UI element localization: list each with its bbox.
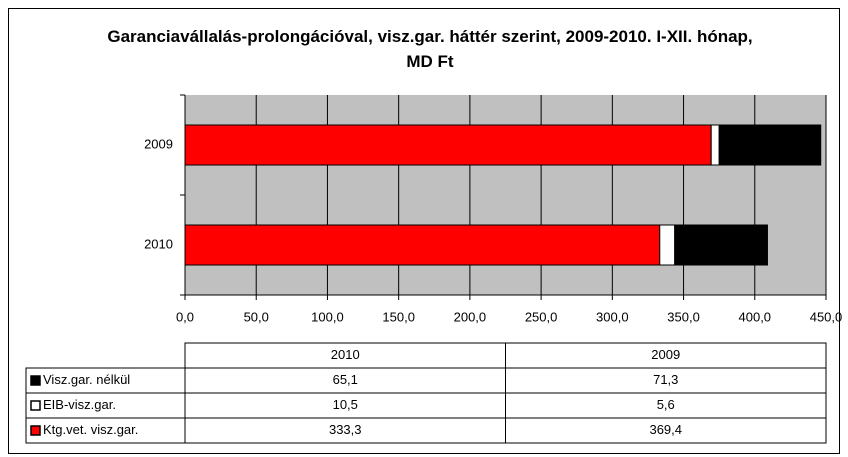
- bar: [674, 224, 768, 266]
- table-header-cell: 2009: [651, 347, 680, 362]
- bar: [718, 124, 822, 166]
- x-tick-label: 450,0: [810, 309, 843, 324]
- y-tick-label: 2010: [144, 236, 173, 251]
- table-cell: 65,1: [333, 372, 358, 387]
- bar: [710, 124, 720, 166]
- bar: [184, 224, 661, 266]
- legend-key: [30, 425, 41, 436]
- chart-title: Garanciavállalás-prolongációval, visz.ga…: [107, 27, 753, 71]
- table-cell: 369,4: [649, 422, 682, 437]
- table-cell: 10,5: [333, 397, 358, 412]
- bar: [184, 124, 712, 166]
- bar: [659, 224, 676, 266]
- table-cell: 71,3: [653, 372, 678, 387]
- legend-label: Ktg.vet. visz.gar.: [43, 422, 138, 437]
- x-tick-label: 400,0: [739, 309, 772, 324]
- x-tick-label: 150,0: [382, 309, 415, 324]
- x-tick-label: 200,0: [454, 309, 487, 324]
- legend-key: [30, 400, 41, 411]
- x-tick-label: 0,0: [176, 309, 194, 324]
- x-tick-label: 50,0: [244, 309, 269, 324]
- legend-label: EIB-visz.gar.: [43, 397, 116, 412]
- legend-label: Visz.gar. nélkül: [43, 372, 130, 387]
- x-tick-label: 250,0: [525, 309, 558, 324]
- x-tick-label: 100,0: [311, 309, 344, 324]
- legend-key: [30, 375, 41, 386]
- table-header-cell: 2010: [331, 347, 360, 362]
- x-tick-label: 350,0: [667, 309, 700, 324]
- x-tick-label: 300,0: [596, 309, 629, 324]
- table-cell: 333,3: [329, 422, 362, 437]
- table-cell: 5,6: [657, 397, 675, 412]
- y-tick-label: 2009: [144, 136, 173, 151]
